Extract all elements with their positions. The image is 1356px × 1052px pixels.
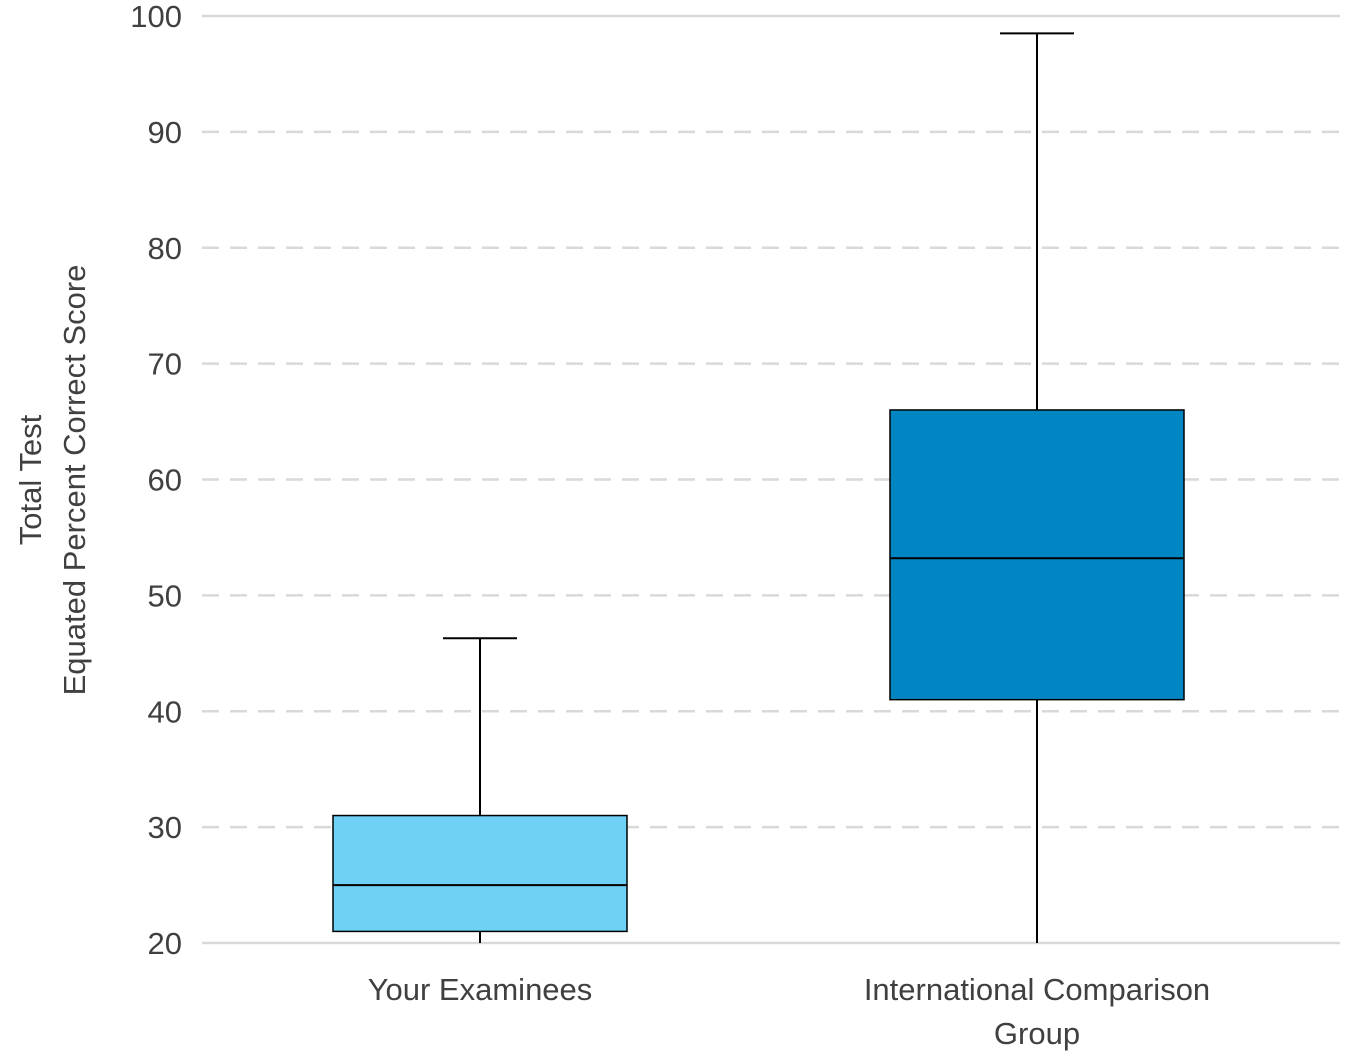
y-tick-label-30: 30 (148, 810, 182, 845)
interquartile-box (332, 814, 628, 933)
y-tick-label-50: 50 (148, 578, 182, 613)
y-tick-label-70: 70 (148, 347, 182, 382)
box-2 (889, 32, 1185, 943)
y-tick-label-100: 100 (130, 0, 182, 34)
x-category-label-2-line-2: Group (994, 1016, 1080, 1051)
interquartile-box (889, 409, 1185, 701)
y-axis-ticks: 20 30 40 50 60 70 80 90 100 (130, 0, 182, 961)
x-category-label-2-line-1: International Comparison (864, 972, 1210, 1007)
y-tick-label-60: 60 (148, 463, 182, 498)
box-1 (332, 637, 628, 943)
y-axis-title-line-2: Equated Percent Correct Score (57, 265, 92, 696)
gridlines (202, 14, 1340, 945)
y-axis-title: Total Test Equated Percent Correct Score (13, 265, 92, 696)
y-axis-title-line-1: Total Test (13, 414, 48, 545)
x-axis-categories: Your Examinees International Comparison Gr… (368, 972, 1210, 1051)
x-category-label-1-line-1: Your Examinees (368, 972, 593, 1007)
y-tick-label-20: 20 (148, 926, 182, 961)
y-tick-label-80: 80 (148, 231, 182, 266)
y-tick-label-90: 90 (148, 115, 182, 150)
y-tick-label-40: 40 (148, 694, 182, 729)
boxes (332, 32, 1185, 943)
